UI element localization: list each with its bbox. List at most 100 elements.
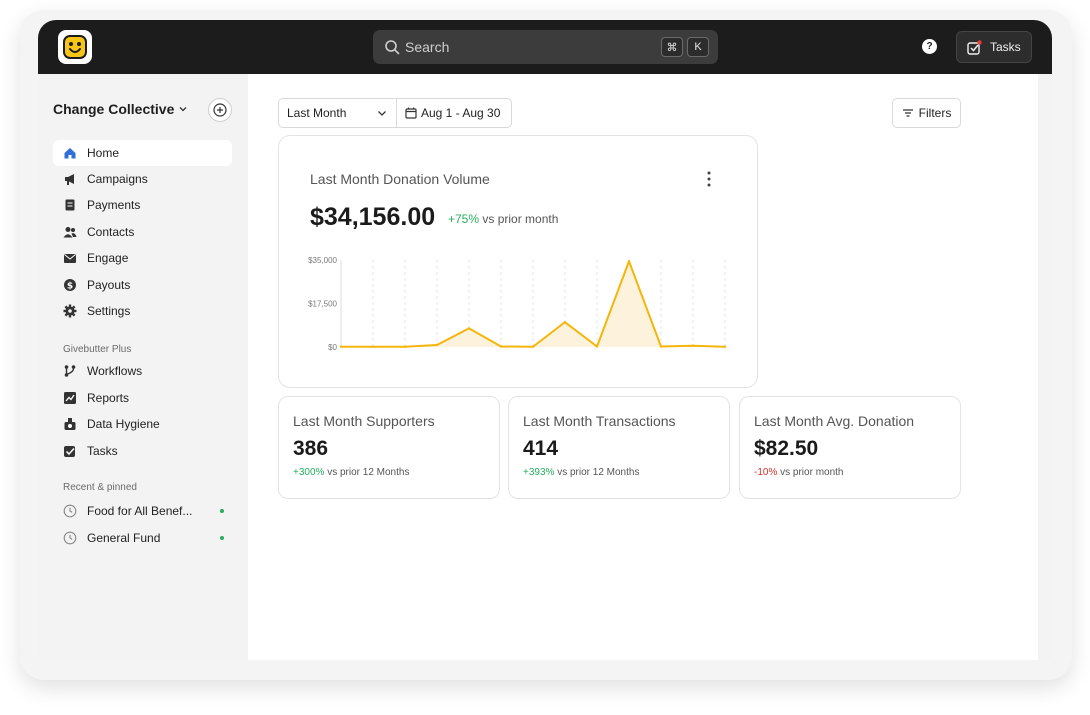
dollar-icon: $: [63, 278, 77, 292]
org-name: Change Collective: [53, 101, 175, 117]
sidebar-item-contacts[interactable]: Contacts: [53, 219, 232, 245]
sidebar-item-campaigns[interactable]: Campaigns: [53, 166, 232, 192]
sidebar-item-label: Data Hygiene: [87, 417, 160, 431]
stat-value: $82.50: [754, 437, 819, 460]
users-icon: [63, 225, 77, 239]
filter-icon: [902, 109, 913, 117]
top-bar: Search ⌘ K ? Tasks: [38, 20, 1052, 74]
sidebar-item-tasks[interactable]: Tasks: [53, 438, 232, 464]
megaphone-icon: [63, 172, 77, 186]
stat-title: Last Month Transactions: [523, 413, 676, 429]
data-point: [531, 345, 535, 348]
change-percent: +300%: [293, 467, 325, 478]
receipt-icon: [63, 198, 77, 212]
broom-icon: [63, 417, 77, 431]
gear-icon: [63, 304, 77, 318]
y-tick-label: $35,000: [308, 256, 337, 265]
sidebar-item-label: Engage: [87, 251, 129, 265]
sidebar-item-engage[interactable]: Engage: [53, 245, 232, 271]
search-placeholder[interactable]: Search: [405, 39, 450, 55]
shortcut-key-k: K: [687, 37, 709, 57]
sidebar-item-reports[interactable]: Reports: [53, 385, 232, 411]
transactions-card: Last Month Transactions 414 +393% vs pri…: [508, 396, 730, 499]
sidebar-item-payments[interactable]: Payments: [53, 192, 232, 218]
donation-volume-change: +75% vs prior month: [448, 212, 558, 226]
donation-volume-chart: $0 $17,500 $35,000: [308, 256, 727, 352]
section-label-plus: Givebutter Plus: [63, 344, 132, 355]
home-icon: [63, 146, 77, 160]
add-button[interactable]: [208, 98, 232, 122]
card-title: Last Month Donation Volume: [310, 171, 490, 187]
change-suffix: vs prior month: [780, 467, 844, 478]
chart-icon: [63, 391, 77, 405]
clock-icon: [63, 504, 77, 518]
sidebar-item-settings[interactable]: Settings: [53, 298, 232, 324]
stat-title: Last Month Supporters: [293, 413, 435, 429]
donation-volume-value: $34,156.00: [310, 203, 436, 231]
data-point: [627, 260, 631, 263]
date-range-picker[interactable]: Aug 1 - Aug 30: [397, 99, 511, 127]
change-percent: +393%: [523, 467, 555, 478]
calendar-icon: [405, 107, 417, 119]
data-point: [499, 345, 503, 348]
main-content: Last Month Aug 1 - Aug 30 Filters Last M…: [248, 74, 1038, 660]
recent-item-label: Food for All Benef...: [87, 504, 193, 518]
series-area: [341, 261, 725, 347]
sidebar-item-data-hygiene[interactable]: Data Hygiene: [53, 411, 232, 437]
filters-label: Filters: [918, 106, 952, 120]
chevron-down-icon: [378, 111, 386, 116]
recent-item-general-fund[interactable]: General Fund: [53, 525, 232, 551]
tasks-button[interactable]: Tasks: [956, 31, 1032, 63]
data-point: [659, 345, 663, 348]
filters-button[interactable]: Filters: [892, 98, 961, 128]
sidebar-item-workflows[interactable]: Workflows: [53, 358, 232, 384]
sidebar-item-label: Workflows: [87, 364, 143, 378]
change-percent: +75%: [448, 212, 480, 226]
pinned-indicator: [220, 536, 224, 540]
svg-text:$: $: [67, 282, 73, 292]
stat-value: 414: [523, 437, 559, 460]
section-label-recent: Recent & pinned: [63, 482, 137, 493]
change-percent: -10%: [754, 467, 778, 478]
chevron-down-icon: [179, 107, 187, 112]
change-suffix: vs prior month: [482, 212, 559, 226]
help-icon[interactable]: ?: [922, 39, 937, 54]
more-vertical-icon[interactable]: [706, 171, 712, 187]
stat-change: +393% vs prior 12 Months: [523, 467, 639, 478]
givebutter-logo[interactable]: [58, 30, 92, 64]
checkbox-icon: [63, 444, 77, 458]
envelope-icon: [63, 251, 77, 265]
sidebar: Change Collective Home Campaigns Payment…: [38, 74, 248, 660]
data-point: [435, 343, 439, 347]
sidebar-item-home[interactable]: Home: [53, 140, 232, 166]
sidebar-item-label: Campaigns: [87, 172, 148, 186]
date-range-control: Last Month Aug 1 - Aug 30: [278, 98, 512, 128]
org-switcher[interactable]: Change Collective: [53, 101, 188, 117]
sidebar-item-label: Settings: [87, 304, 131, 318]
range-select[interactable]: Last Month: [279, 99, 397, 127]
tasks-icon: [967, 39, 982, 55]
sidebar-item-label: Contacts: [87, 225, 135, 239]
y-tick-label: $17,500: [308, 300, 337, 309]
data-point: [563, 320, 567, 324]
stat-value: 386: [293, 437, 329, 460]
data-point: [691, 344, 695, 347]
date-range-label: Aug 1 - Aug 30: [421, 106, 501, 120]
sidebar-item-label: Reports: [87, 391, 130, 405]
plus-circle-icon: [213, 103, 227, 117]
search-bar[interactable]: Search ⌘ K: [373, 30, 718, 64]
range-select-value: Last Month: [287, 106, 347, 120]
sidebar-item-label: Payments: [87, 198, 141, 212]
stat-change: -10% vs prior month: [754, 467, 844, 478]
supporters-card: Last Month Supporters 386 +300% vs prior…: [278, 396, 500, 499]
stat-title: Last Month Avg. Donation: [754, 413, 915, 429]
recent-item-label: General Fund: [87, 531, 161, 545]
scroll-gutter: [1038, 74, 1052, 660]
recent-item-food-for-all[interactable]: Food for All Benef...: [53, 498, 232, 524]
data-point: [467, 327, 471, 330]
data-point: [595, 345, 599, 348]
donation-volume-card: Last Month Donation Volume $34,156.00 +7…: [278, 135, 758, 388]
sidebar-item-payouts[interactable]: $ Payouts: [53, 272, 232, 298]
sidebar-item-label: Home: [87, 146, 120, 160]
y-tick-label: $0: [328, 343, 337, 352]
